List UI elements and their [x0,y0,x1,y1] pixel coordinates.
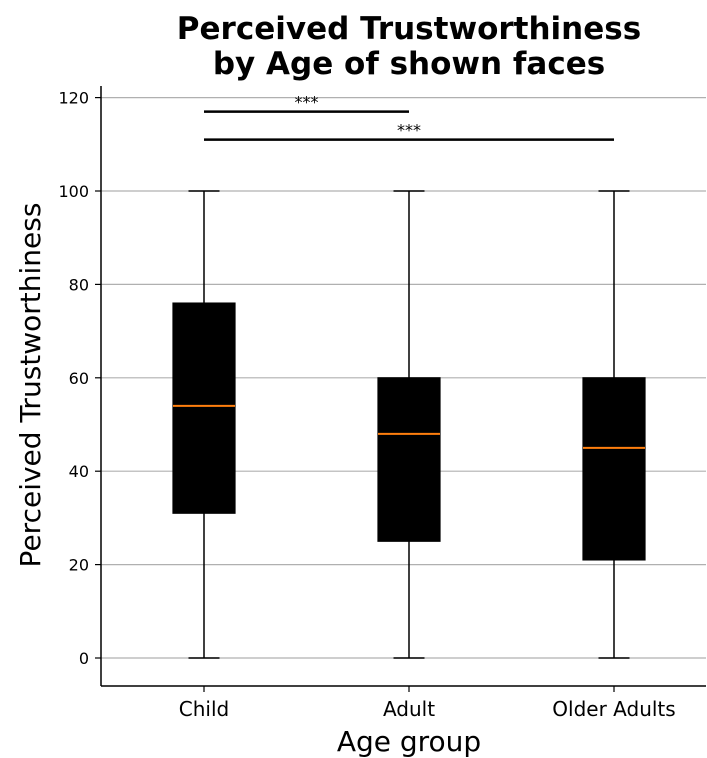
significance-brackets: *** *** [204,93,614,141]
box-plots [172,190,646,659]
significance-label: *** [397,121,421,140]
x-axis-label: Age group [337,725,481,758]
x-tick-label: Child [179,697,229,721]
y-tick-label: 80 [69,275,89,294]
chart-title-line-1: Perceived Trustworthiness [177,11,641,47]
chart-title-line-2: by Age of shown faces [213,46,605,82]
y-axis-label: Perceived Trustworthiness [14,203,47,568]
box-older-adults [582,377,646,561]
y-tick-label: 0 [79,649,89,668]
x-tick-label: Adult [383,697,435,721]
x-tick-label: Older Adults [552,697,675,721]
y-tick-label: 20 [69,556,89,575]
box-adult [377,377,441,542]
y-tick-label: 40 [69,462,89,481]
y-tick-label: 100 [58,182,89,201]
y-tick-label: 120 [58,89,89,108]
axes: 0 20 40 60 80 100 120 Child Adult Older Adults [58,86,706,721]
significance-label: *** [295,93,319,112]
box-child [172,302,236,514]
y-tick-label: 60 [69,369,89,388]
